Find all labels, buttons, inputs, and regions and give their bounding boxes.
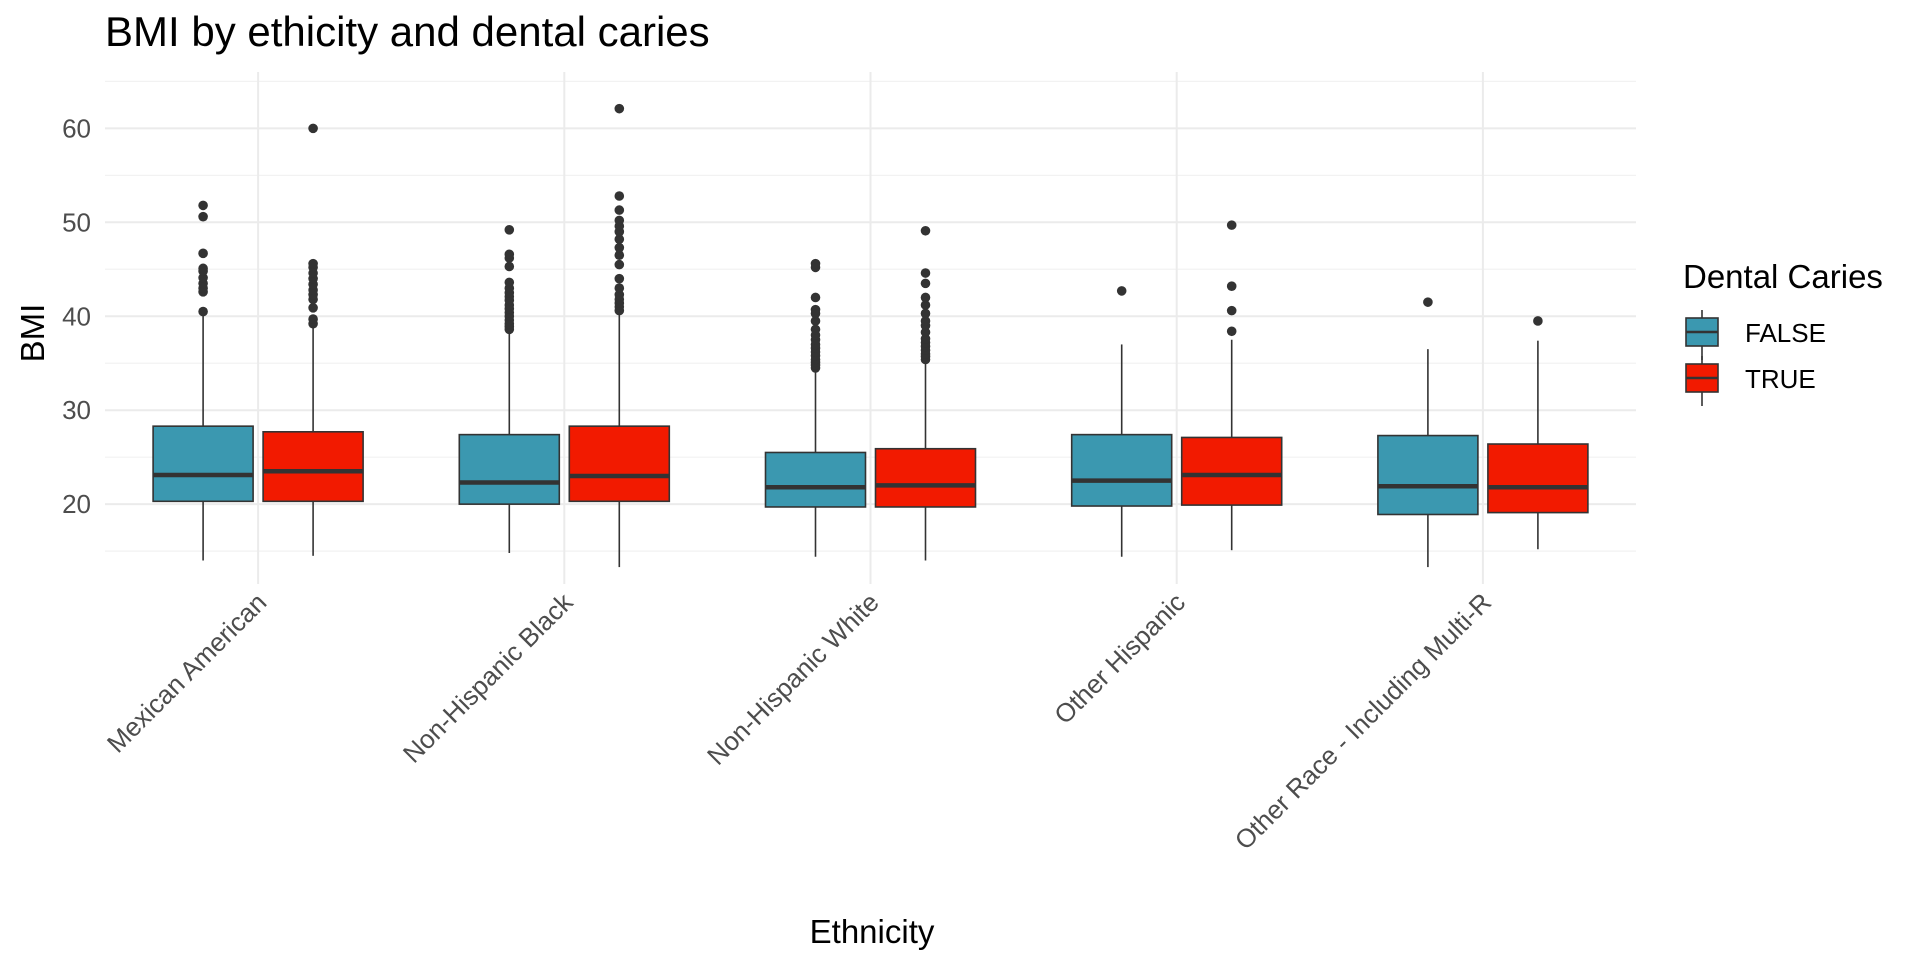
y-tick-label: 60 bbox=[62, 113, 91, 143]
outlier-point bbox=[614, 250, 625, 260]
outlier-point bbox=[504, 249, 515, 260]
legend-item-true: TRUE bbox=[1685, 356, 1816, 406]
box-true-5 bbox=[1487, 316, 1589, 550]
outlier-point bbox=[1226, 281, 1237, 291]
boxplot-series bbox=[152, 103, 1589, 568]
outlier-point bbox=[198, 306, 208, 317]
outlier-point bbox=[920, 334, 931, 344]
box-iqr bbox=[764, 451, 867, 508]
y-tick-label: 20 bbox=[62, 489, 91, 519]
outlier-point bbox=[308, 303, 318, 313]
outlier-point bbox=[614, 273, 625, 284]
outlier-point bbox=[810, 304, 821, 315]
legend-label: FALSE bbox=[1745, 318, 1826, 348]
box-iqr bbox=[1487, 443, 1589, 514]
box-false-1 bbox=[152, 200, 254, 561]
outlier-point bbox=[614, 234, 625, 245]
outlier-point bbox=[504, 277, 515, 288]
outlier-point bbox=[1226, 220, 1237, 230]
outlier-point bbox=[614, 191, 625, 201]
outlier-point bbox=[614, 205, 625, 215]
chart-title: BMI by ethicity and dental caries bbox=[105, 8, 710, 55]
outlier-point bbox=[308, 314, 318, 324]
box-iqr bbox=[152, 425, 254, 503]
x-tick-label: Other Race - Including Multi-R bbox=[1229, 587, 1497, 855]
box-true-1 bbox=[262, 123, 364, 556]
legend-label: TRUE bbox=[1745, 364, 1816, 394]
outlier-point bbox=[920, 268, 931, 278]
box-false-5 bbox=[1377, 297, 1479, 568]
outlier-point bbox=[810, 324, 821, 335]
outlier-point bbox=[920, 292, 931, 303]
outlier-point bbox=[810, 316, 821, 326]
box-iqr bbox=[1070, 433, 1173, 507]
box-true-4 bbox=[1180, 220, 1283, 551]
outlier-point bbox=[1533, 316, 1543, 326]
box-iqr bbox=[458, 433, 561, 505]
outlier-point bbox=[920, 327, 931, 338]
x-axis-title: Ethnicity bbox=[810, 913, 935, 950]
outlier-point bbox=[1226, 326, 1237, 337]
outlier-point bbox=[614, 289, 625, 300]
x-tick-label: Other Hispanic bbox=[1048, 587, 1191, 730]
outlier-point bbox=[920, 308, 931, 319]
box-true-3 bbox=[874, 225, 977, 561]
y-tick-labels: 20 30 40 50 60 bbox=[62, 113, 91, 519]
legend-title: Dental Caries bbox=[1683, 258, 1883, 295]
box-false-2 bbox=[458, 225, 561, 553]
outlier-point bbox=[614, 103, 625, 114]
box-false-3 bbox=[764, 258, 867, 557]
outlier-point bbox=[504, 225, 515, 235]
outlier-point bbox=[810, 292, 821, 303]
outlier-point bbox=[308, 123, 318, 134]
box-true-2 bbox=[568, 103, 671, 568]
legend-item-false: FALSE bbox=[1685, 310, 1826, 360]
outlier-point bbox=[198, 272, 208, 283]
x-tick-label: Non-Hispanic White bbox=[701, 587, 885, 771]
box-iqr bbox=[262, 431, 364, 503]
x-tick-label: Non-Hispanic Black bbox=[397, 586, 579, 768]
legend: Dental Caries FALSE TRUE bbox=[1683, 258, 1883, 406]
y-tick-label: 40 bbox=[62, 301, 91, 331]
outlier-point bbox=[920, 225, 931, 236]
box-iqr bbox=[1180, 436, 1283, 506]
box-iqr bbox=[1377, 434, 1479, 516]
outlier-point bbox=[198, 248, 208, 259]
box-iqr bbox=[874, 447, 977, 508]
y-axis-title: BMI bbox=[14, 304, 51, 363]
grid-lines bbox=[105, 72, 1636, 584]
outlier-point bbox=[614, 215, 625, 226]
outlier-point bbox=[1116, 286, 1127, 296]
outlier-point bbox=[198, 200, 208, 211]
outlier-point bbox=[614, 242, 625, 253]
outlier-point bbox=[1423, 297, 1433, 307]
outlier-point bbox=[308, 258, 318, 269]
outlier-point bbox=[1226, 305, 1237, 316]
outlier-point bbox=[810, 258, 821, 269]
outlier-point bbox=[504, 261, 515, 272]
outlier-point bbox=[920, 278, 931, 289]
y-tick-label: 30 bbox=[62, 395, 91, 425]
box-iqr bbox=[568, 425, 671, 503]
y-tick-label: 50 bbox=[62, 207, 91, 237]
outlier-point bbox=[198, 211, 208, 222]
outlier-point bbox=[920, 316, 931, 326]
outlier-point bbox=[614, 259, 625, 270]
outlier-point bbox=[614, 283, 625, 293]
outlier-point bbox=[920, 300, 931, 310]
outlier-point bbox=[198, 263, 208, 274]
x-tick-label: Mexican American bbox=[101, 587, 272, 758]
x-tick-labels: Mexican American Non-Hispanic Black Non-Hi… bbox=[101, 586, 1497, 855]
box-false-4 bbox=[1070, 286, 1173, 557]
